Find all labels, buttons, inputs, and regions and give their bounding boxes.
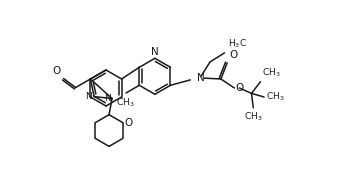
Text: N: N: [151, 47, 159, 57]
Text: N: N: [104, 95, 111, 103]
Text: O: O: [52, 66, 61, 75]
Text: H$_3$C: H$_3$C: [229, 37, 247, 50]
Text: O: O: [229, 50, 237, 60]
Text: O: O: [235, 83, 244, 93]
Text: O: O: [125, 118, 133, 128]
Text: CH$_3$: CH$_3$: [244, 111, 263, 123]
Text: N: N: [197, 73, 205, 83]
Text: N: N: [85, 92, 92, 101]
Text: CH$_3$: CH$_3$: [262, 66, 281, 79]
Text: CH$_3$: CH$_3$: [116, 97, 134, 109]
Text: CH$_3$: CH$_3$: [266, 91, 285, 103]
